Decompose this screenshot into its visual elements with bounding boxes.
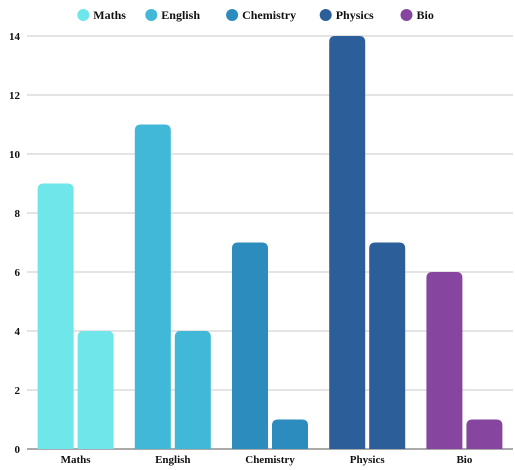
y-tick-label-10: 10 bbox=[9, 149, 21, 161]
legend-swatch-bio bbox=[400, 9, 413, 21]
bar-maths-2 bbox=[77, 331, 114, 449]
legend-label-bio: Bio bbox=[417, 8, 434, 22]
bars bbox=[37, 36, 503, 449]
legend-swatch-maths bbox=[77, 9, 90, 21]
legend-swatch-english bbox=[145, 9, 158, 21]
legend-label-physics: Physics bbox=[336, 8, 374, 22]
legend-label-english: English bbox=[161, 8, 200, 22]
bar-english-2 bbox=[174, 331, 211, 449]
y-tick-label-8: 8 bbox=[15, 208, 21, 220]
y-tick-label-14: 14 bbox=[9, 31, 21, 43]
legend-item-bio[interactable]: Bio bbox=[400, 8, 434, 22]
x-tick-label-chemistry: Chemistry bbox=[245, 454, 295, 466]
y-tick-label-4: 4 bbox=[15, 326, 21, 338]
bar-physics-1 bbox=[329, 36, 366, 449]
x-tick-label-maths: Maths bbox=[61, 454, 92, 466]
bar-english-1 bbox=[134, 124, 171, 449]
x-axis: Maths English Chemistry Physics Bio bbox=[61, 454, 473, 466]
bar-chemistry-1 bbox=[232, 242, 268, 449]
y-tick-label-12: 12 bbox=[9, 90, 21, 102]
legend-item-english[interactable]: English bbox=[145, 8, 200, 22]
legend-swatch-chemistry bbox=[226, 9, 239, 21]
bar-physics-2 bbox=[369, 242, 406, 449]
legend-label-chemistry: Chemistry bbox=[242, 8, 296, 22]
bar-bio-2 bbox=[466, 419, 503, 449]
y-tick-label-6: 6 bbox=[15, 267, 21, 279]
x-tick-label-bio: Bio bbox=[456, 454, 472, 466]
legend: Maths English Chemistry Physics Bio bbox=[77, 8, 434, 22]
legend-swatch-physics bbox=[319, 9, 332, 21]
legend-item-physics[interactable]: Physics bbox=[319, 8, 374, 22]
bar-chemistry-2 bbox=[272, 419, 308, 449]
y-tick-label-2: 2 bbox=[15, 385, 21, 397]
bar-maths-1 bbox=[37, 183, 74, 449]
y-tick-label-0: 0 bbox=[15, 444, 21, 456]
legend-label-maths: Maths bbox=[93, 8, 126, 22]
bar-bio-1 bbox=[426, 272, 463, 449]
x-tick-label-english: English bbox=[155, 454, 190, 466]
y-axis: 0 2 4 6 8 10 12 14 bbox=[9, 31, 21, 456]
legend-item-maths[interactable]: Maths bbox=[77, 8, 126, 22]
legend-item-chemistry[interactable]: Chemistry bbox=[226, 8, 296, 22]
x-tick-label-physics: Physics bbox=[350, 454, 386, 466]
